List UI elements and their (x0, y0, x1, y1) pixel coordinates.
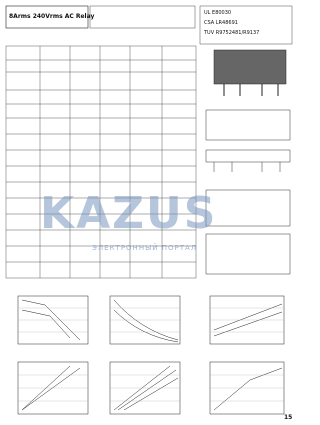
watermark-subtitle: ЭЛЕКТРОННЫЙ ПОРТАЛ (92, 244, 198, 252)
spec-table (5, 45, 197, 279)
header-middle (89, 5, 196, 29)
page: 8Arms 240Vrms AC Relay UL E80030 CSA LR4… (5, 5, 293, 421)
watermark-logo: KAZUS (40, 188, 218, 239)
dimension-drawing (205, 109, 291, 275)
certification: UL E80030 (204, 10, 232, 16)
page-number: 15 (284, 414, 293, 421)
page-layout (5, 5, 293, 415)
certification: CSA LR48691 (204, 20, 238, 26)
title: 8Arms 240Vrms AC Relay (9, 13, 95, 20)
graphs (17, 295, 285, 415)
title-box (5, 5, 89, 29)
cert-box (199, 5, 293, 45)
product-pins (223, 84, 279, 96)
certification: TUV R9752481/R9137 (204, 30, 260, 36)
graph-grid (18, 307, 284, 402)
product-photo (213, 49, 287, 85)
